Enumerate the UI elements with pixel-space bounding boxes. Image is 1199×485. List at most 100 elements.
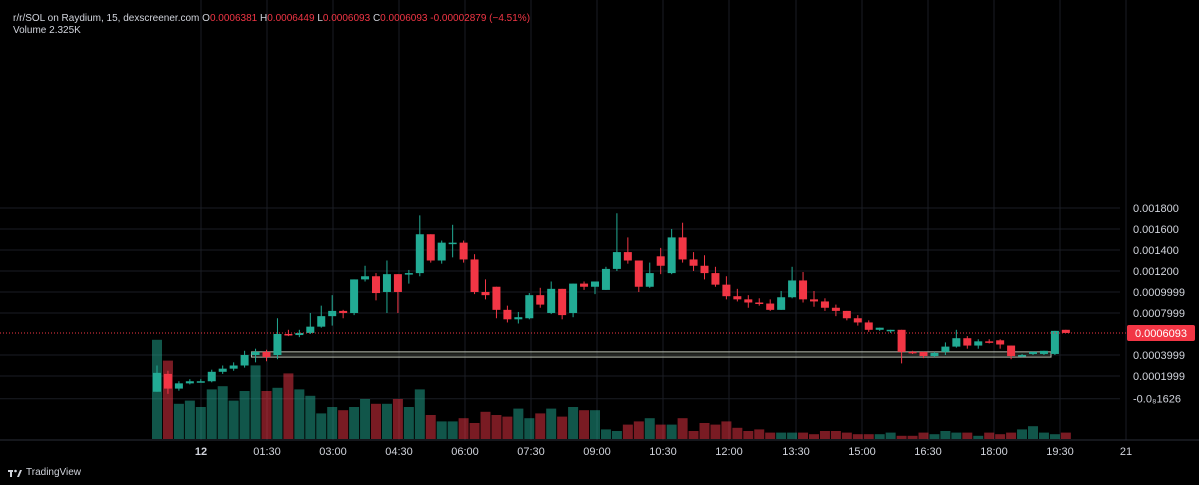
candle-body xyxy=(580,283,589,287)
open-label: O xyxy=(202,13,210,24)
candle-body xyxy=(470,259,479,292)
candle-body xyxy=(788,280,797,298)
volume-bar xyxy=(469,423,480,439)
x-tick-label: 07:30 xyxy=(517,446,545,458)
candle-body xyxy=(842,310,851,319)
x-tick-label: 13:30 xyxy=(782,446,810,458)
volume-bar xyxy=(217,386,228,439)
candle-body xyxy=(382,274,391,292)
candle-body xyxy=(678,237,687,260)
volume-bar xyxy=(184,400,195,439)
volume-bar xyxy=(644,418,655,439)
volume-bar xyxy=(951,432,962,439)
volume-bar xyxy=(590,410,600,439)
volume-bar xyxy=(327,407,338,439)
candle-body xyxy=(273,334,282,355)
volume-bar xyxy=(765,432,776,439)
volume-bar xyxy=(206,389,217,439)
volume-bar xyxy=(940,431,951,439)
change-value: -0.00002879 (−4.51%) xyxy=(430,13,531,24)
volume-bar xyxy=(863,434,874,439)
candle-body xyxy=(875,327,884,330)
candle-body xyxy=(262,351,271,358)
y-tick-label: 0.001200 xyxy=(1133,266,1179,278)
candle-body xyxy=(503,309,512,320)
volume-bar xyxy=(195,407,206,439)
brand-name: TradingView xyxy=(26,467,82,478)
candle-body xyxy=(569,283,578,313)
candle-body xyxy=(974,341,983,346)
volume-bar xyxy=(480,411,491,439)
volume-bar xyxy=(579,410,590,439)
volume-bar xyxy=(973,435,984,439)
y-tick-label: 0.0007999 xyxy=(1133,308,1185,320)
x-tick-label: 01:30 xyxy=(253,446,281,458)
candle-body xyxy=(711,273,720,285)
volume-bar xyxy=(524,418,535,439)
candle-body xyxy=(240,355,249,366)
candle-body xyxy=(426,234,435,261)
volume-bar xyxy=(491,415,502,439)
candle-body xyxy=(525,295,534,319)
volume-bar xyxy=(798,432,809,439)
volume-bar xyxy=(535,413,546,439)
x-tick-label: 21 xyxy=(1120,446,1132,458)
volume-bar xyxy=(283,373,294,439)
candle-body xyxy=(777,297,786,310)
y-tick-label: 0.001600 xyxy=(1133,224,1179,236)
candle-body xyxy=(755,302,764,304)
candle-body xyxy=(229,365,238,369)
candle-body xyxy=(831,307,840,311)
candle-body xyxy=(722,284,731,297)
volume-bar xyxy=(371,403,381,439)
volume-bar xyxy=(1038,432,1049,439)
x-tick-label: 06:00 xyxy=(451,446,479,458)
candle-body xyxy=(1061,329,1070,333)
time-axis[interactable]: 12 01:30 03:00 04:30 06:00 07:30 09:00 10:30 12:… xyxy=(195,446,1132,458)
candle-body xyxy=(1050,330,1059,354)
candle-body xyxy=(328,310,337,317)
x-tick-label: 12:00 xyxy=(715,446,743,458)
volume-bar xyxy=(1017,429,1028,439)
candle-body xyxy=(963,338,972,346)
candle-body xyxy=(897,329,906,352)
close-value: 0.0006093 xyxy=(380,13,428,24)
candle-body xyxy=(174,383,183,389)
candle-body xyxy=(361,276,370,280)
last-price-badge xyxy=(1127,325,1195,342)
x-tick-label: 18:00 xyxy=(980,446,1008,458)
candle-body xyxy=(251,351,260,355)
candle-body xyxy=(820,301,829,308)
candle-body xyxy=(700,265,709,274)
volume-bar xyxy=(787,432,798,439)
volume-bar xyxy=(732,427,743,439)
footer-brand[interactable]: TradingView xyxy=(8,467,81,478)
candle-body xyxy=(853,318,862,323)
price-candles xyxy=(153,213,1070,394)
volume-bar xyxy=(852,434,863,439)
candle-body xyxy=(667,237,676,274)
volume-bar xyxy=(447,421,458,439)
y-tick-label: 0.001800 xyxy=(1133,203,1179,215)
volume-bar xyxy=(250,365,261,439)
volume-bar xyxy=(600,429,611,439)
volume-bar xyxy=(294,389,305,439)
volume-bar xyxy=(360,399,371,439)
volume-bar xyxy=(830,431,841,439)
x-tick-label: 04:30 xyxy=(385,446,413,458)
ohlc-legend: r/r/SOL on Raydium, 15, dexscreener.com … xyxy=(13,12,530,25)
volume-bar xyxy=(995,434,1006,439)
volume-bar xyxy=(754,429,765,439)
x-tick-label: 12 xyxy=(195,446,207,458)
candle-body xyxy=(153,372,161,392)
tradingview-logo-icon xyxy=(8,469,22,477)
candle-body xyxy=(437,242,446,261)
price-axis[interactable]: 0.001800 0.001600 0.001400 0.001200 0.000999… xyxy=(1133,203,1185,406)
candle-body xyxy=(601,268,610,290)
volume-bar xyxy=(228,400,239,439)
x-tick-label: 10:30 xyxy=(649,446,677,458)
candle-body xyxy=(1007,345,1016,357)
volume-bar xyxy=(162,360,173,439)
volume-bar xyxy=(819,431,830,439)
